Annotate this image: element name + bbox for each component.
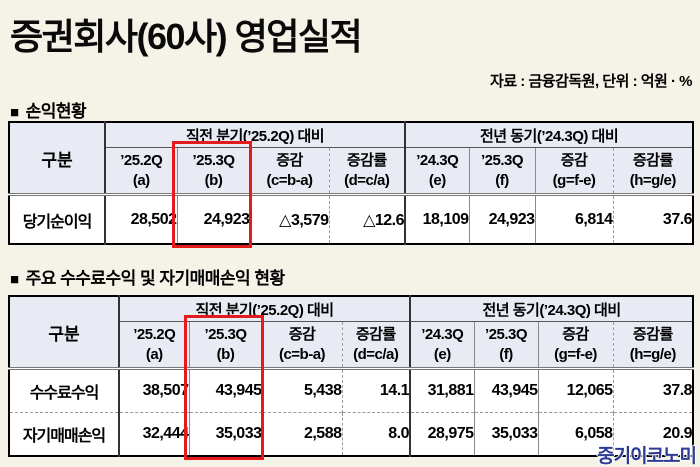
group-header-qoq: 직전 분기(’25.2Q) 대비	[105, 122, 407, 148]
group-header-qoq: 직전 분기(’25.2Q) 대비	[119, 296, 412, 322]
corner-header: 구분	[9, 296, 120, 369]
row-label: 자기매매손익	[9, 412, 120, 456]
data-cell: 35,033	[189, 412, 263, 456]
col-header-g: 증감 (g=f-e)	[535, 147, 614, 195]
source-note: 자료 : 금융감독원, 단위 : 억원 · %	[490, 73, 692, 90]
corner-header: 구분	[9, 122, 106, 195]
data-cell: 2,588	[262, 412, 343, 456]
fees-table: 구분 직전 분기(’25.2Q) 대비 전년 동기(’24.3Q) 대비 ’25…	[8, 295, 695, 457]
square-bullet-icon: ■	[10, 271, 19, 288]
data-cell: 37.6	[613, 193, 694, 244]
watermark: 중기이코노미	[597, 446, 697, 467]
section-title-fees: ■ 주요 수수료수익 및 자기매매손익 현황	[10, 264, 285, 289]
data-cell: 37.8	[613, 367, 694, 413]
col-header-a: ’25.2Q (a)	[119, 321, 190, 369]
group-header-yoy: 전년 동기(’24.3Q) 대비	[410, 296, 694, 322]
data-cell: 31,881	[410, 367, 475, 413]
profit-table-wrap: 구분 직전 분기(’25.2Q) 대비 전년 동기(’24.3Q) 대비 ’25…	[8, 121, 695, 248]
data-cell: 14.1	[342, 367, 412, 413]
data-cell: 6,058	[538, 412, 614, 456]
table-row-net-income: 당기순이익 28,502 24,923 △3,579 △12.6 18,109 …	[9, 193, 694, 244]
row-label: 당기순이익	[9, 193, 106, 244]
col-header-b: ’25.3Q (b)	[189, 321, 263, 369]
col-header-g: 증감 (g=f-e)	[538, 321, 614, 369]
fees-table-wrap: 구분 직전 분기(’25.2Q) 대비 전년 동기(’24.3Q) 대비 ’25…	[8, 295, 695, 460]
page-title: 증권회사(60사) 영업실적	[10, 16, 363, 57]
data-cell: 6,814	[535, 193, 614, 244]
data-cell: 5,438	[262, 367, 343, 413]
col-header-a: ’25.2Q (a)	[105, 147, 178, 195]
table-row-trading-pl: 자기매매손익 32,444 35,033 2,588 8.0 28,975 35…	[9, 412, 694, 456]
data-cell: 28,502	[105, 193, 178, 244]
section-title-text: 주요 수수료수익 및 자기매매손익 현황	[25, 269, 286, 288]
data-cell: △3,579	[250, 193, 330, 244]
data-cell: 38,507	[119, 367, 190, 413]
col-header-e: ’24.3Q (e)	[405, 147, 470, 195]
col-header-d: 증감률 (d=c/a)	[342, 321, 412, 369]
data-cell: 24,923	[469, 193, 536, 244]
col-header-c: 증감 (c=b-a)	[250, 147, 330, 195]
data-cell: 35,033	[474, 412, 539, 456]
data-cell: 43,945	[189, 367, 263, 413]
table-row-fee-income: 수수료수익 38,507 43,945 5,438 14.1 31,881 43…	[9, 367, 694, 413]
data-cell: 20.9	[613, 412, 694, 456]
group-header-yoy: 전년 동기(’24.3Q) 대비	[405, 122, 694, 148]
data-cell: 8.0	[342, 412, 412, 456]
col-header-h: 증감률 (h=g/e)	[613, 321, 694, 369]
square-bullet-icon: ■	[10, 104, 19, 121]
data-cell: △12.6	[329, 193, 407, 244]
section-title-profit: ■ 손익현황	[10, 97, 87, 122]
data-cell: 12,065	[538, 367, 614, 413]
col-header-e: ’24.3Q (e)	[410, 321, 475, 369]
col-header-b: ’25.3Q (b)	[177, 147, 251, 195]
col-header-d: 증감률 (d=c/a)	[329, 147, 407, 195]
col-header-f: ’25.3Q (f)	[474, 321, 539, 369]
row-label: 수수료수익	[9, 367, 120, 413]
col-header-h: 증감률 (h=g/e)	[613, 147, 694, 195]
data-cell: 28,975	[410, 412, 475, 456]
data-cell: 43,945	[474, 367, 539, 413]
data-cell: 18,109	[405, 193, 470, 244]
profit-table: 구분 직전 분기(’25.2Q) 대비 전년 동기(’24.3Q) 대비 ’25…	[8, 121, 695, 245]
col-header-f: ’25.3Q (f)	[469, 147, 536, 195]
data-cell: 32,444	[119, 412, 190, 456]
data-cell: 24,923	[177, 193, 251, 244]
section-title-text: 손익현황	[25, 102, 87, 121]
col-header-c: 증감 (c=b-a)	[262, 321, 343, 369]
